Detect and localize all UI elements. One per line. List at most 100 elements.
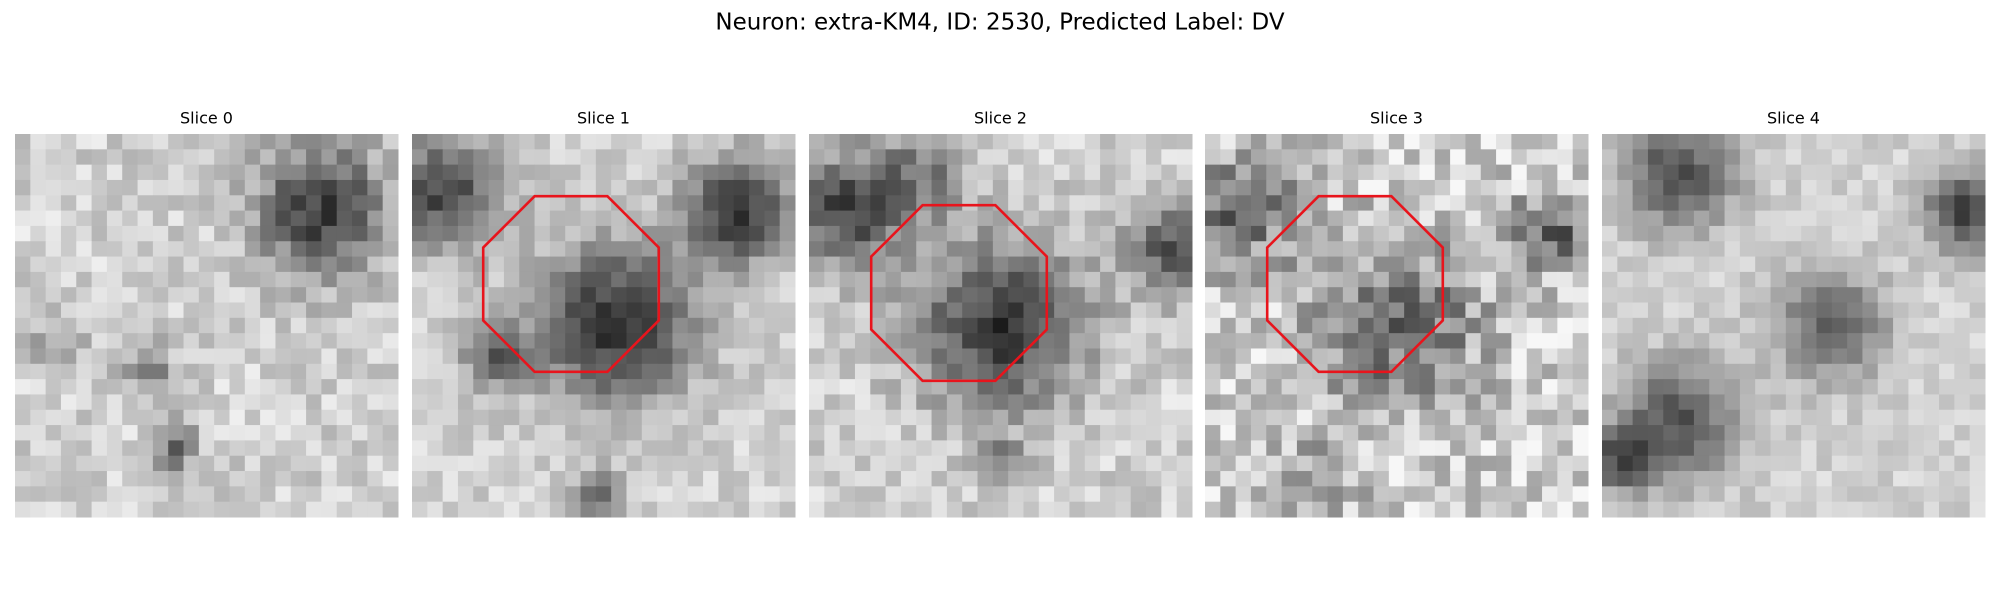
pixel bbox=[1176, 455, 1193, 472]
pixel bbox=[1816, 409, 1833, 426]
pixel bbox=[1281, 363, 1298, 380]
pixel bbox=[1801, 455, 1817, 472]
pixel bbox=[641, 486, 658, 503]
pixel bbox=[1220, 210, 1237, 227]
pixel bbox=[1816, 271, 1833, 288]
pixel bbox=[1250, 486, 1267, 503]
pixel bbox=[733, 409, 750, 426]
pixel bbox=[352, 455, 368, 472]
pixel bbox=[1739, 394, 1756, 411]
pixel bbox=[1358, 409, 1375, 426]
pixel bbox=[1250, 256, 1267, 273]
pixel bbox=[1450, 179, 1466, 196]
pixel bbox=[367, 241, 384, 258]
pixel bbox=[152, 241, 169, 258]
pixel bbox=[367, 271, 384, 288]
pixel bbox=[1663, 501, 1680, 518]
pixel bbox=[1511, 256, 1528, 273]
pixel bbox=[1739, 256, 1756, 273]
pixel bbox=[1312, 241, 1329, 258]
pixel bbox=[76, 440, 93, 457]
pixel bbox=[931, 394, 948, 411]
pixel bbox=[1281, 348, 1298, 365]
pixel bbox=[152, 134, 169, 150]
pixel bbox=[214, 225, 230, 242]
pixel bbox=[916, 225, 933, 242]
pixel bbox=[152, 333, 169, 349]
pixel bbox=[15, 287, 31, 304]
pixel bbox=[626, 379, 643, 395]
pixel bbox=[1480, 179, 1497, 196]
pixel bbox=[503, 379, 520, 395]
pixel bbox=[1100, 501, 1116, 518]
pixel bbox=[91, 241, 108, 258]
pixel bbox=[229, 394, 246, 411]
pixel bbox=[60, 302, 77, 319]
pixel bbox=[122, 471, 139, 487]
pixel bbox=[352, 179, 368, 196]
pixel bbox=[1709, 179, 1726, 196]
pixel bbox=[137, 256, 154, 273]
pixel bbox=[352, 440, 368, 457]
pixel bbox=[565, 317, 582, 334]
pixel bbox=[749, 241, 765, 258]
pixel bbox=[106, 409, 123, 426]
pixel bbox=[1923, 333, 1940, 349]
pixel bbox=[1602, 210, 1618, 227]
pixel bbox=[137, 164, 154, 181]
pixel bbox=[992, 409, 1009, 426]
pixel bbox=[1008, 394, 1024, 411]
pixel bbox=[1693, 179, 1710, 196]
pixel bbox=[809, 440, 825, 457]
pixel bbox=[1235, 348, 1252, 365]
pixel bbox=[1084, 471, 1101, 487]
pixel bbox=[687, 440, 704, 457]
pixel bbox=[1220, 486, 1237, 503]
pixel bbox=[457, 471, 474, 487]
pixel bbox=[565, 225, 582, 242]
pixel bbox=[412, 256, 428, 273]
pixel bbox=[91, 287, 108, 304]
pixel bbox=[962, 271, 979, 288]
pixel bbox=[1115, 287, 1132, 304]
pixel bbox=[931, 333, 948, 349]
pixel bbox=[442, 256, 459, 273]
pixel bbox=[1602, 425, 1618, 441]
pixel bbox=[1954, 348, 1971, 365]
pixel bbox=[703, 379, 719, 395]
pixel bbox=[321, 134, 338, 150]
pixel bbox=[1663, 134, 1680, 150]
pixel bbox=[657, 287, 673, 304]
pixel bbox=[1388, 317, 1405, 334]
pixel bbox=[1235, 317, 1252, 334]
pixel bbox=[427, 409, 444, 426]
pixel bbox=[427, 210, 444, 227]
pixel bbox=[152, 363, 169, 380]
pixel bbox=[1205, 317, 1221, 334]
pixel bbox=[1161, 179, 1178, 196]
pixel bbox=[152, 455, 169, 472]
pixel bbox=[1908, 425, 1925, 441]
pixel bbox=[1205, 179, 1221, 196]
pixel bbox=[733, 256, 750, 273]
pixel bbox=[595, 409, 612, 426]
pixel bbox=[1146, 363, 1162, 380]
pixel bbox=[1480, 394, 1497, 411]
pixel bbox=[244, 501, 261, 518]
pixel bbox=[1755, 317, 1772, 334]
pixel bbox=[1023, 394, 1040, 411]
pixel bbox=[580, 302, 597, 319]
pixel bbox=[977, 348, 994, 365]
pixel bbox=[687, 379, 704, 395]
pixel bbox=[549, 179, 566, 196]
pixel bbox=[1785, 501, 1802, 518]
pixel bbox=[1084, 241, 1101, 258]
pixel bbox=[657, 455, 673, 472]
pixel bbox=[1100, 486, 1116, 503]
pixel bbox=[321, 409, 338, 426]
pixel bbox=[91, 317, 108, 334]
pixel bbox=[1785, 271, 1802, 288]
pixel bbox=[1511, 164, 1528, 181]
pixel bbox=[15, 271, 31, 288]
pixel bbox=[900, 302, 917, 319]
